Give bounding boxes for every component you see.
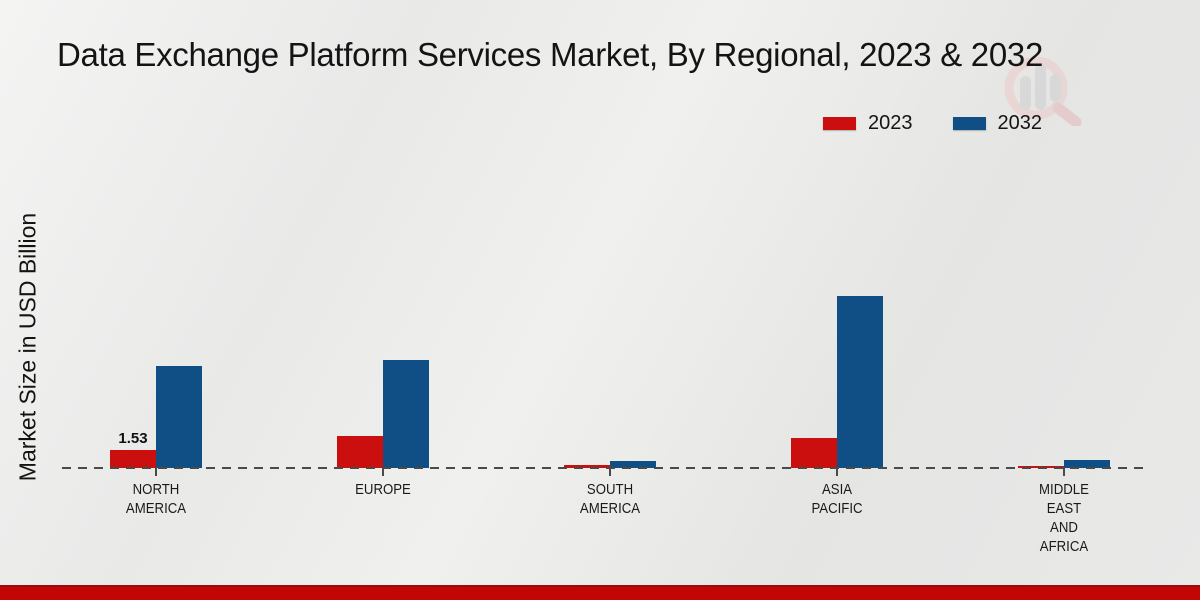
mrfr-logo-watermark (992, 56, 1084, 131)
bar-2023-north-america (110, 450, 156, 468)
chart-title: Data Exchange Platform Services Market, … (57, 36, 1043, 73)
bar-2032-europe (383, 360, 429, 468)
x-axis-baseline (62, 467, 1143, 469)
category-label-north-america: NORTH AMERICA (125, 481, 187, 517)
bar-2032-asia-pacific (837, 296, 883, 468)
bar-2023-south-america (564, 465, 610, 468)
y-axis-label: Market Size in USD Billion (14, 212, 41, 482)
legend-item-2023: 2023 (823, 112, 913, 135)
bar-2032-middle-east-and-africa (1064, 460, 1110, 468)
category-label-middle-east-and-africa: MIDDLE EAST AND AFRICA (1039, 481, 1089, 555)
axis-tick-asia-pacific (836, 468, 838, 476)
footer-red-band (0, 585, 1200, 600)
legend-label: 2023 (868, 112, 913, 134)
bar-value-label-north-america: 1.53 (118, 430, 148, 447)
legend-item-2032: 2032 (952, 112, 1043, 135)
bar-2032-north-america (156, 366, 202, 468)
axis-tick-south-america (609, 468, 611, 476)
legend-swatch (823, 117, 856, 130)
legend: 2023 2032 (823, 112, 1042, 135)
legend-swatch (952, 117, 986, 130)
axis-tick-europe (382, 468, 384, 476)
bar-2023-europe (337, 436, 383, 468)
axis-tick-north-america (155, 468, 157, 476)
bar-2032-south-america (610, 461, 656, 468)
bar-2023-asia-pacific (791, 438, 837, 468)
category-label-asia-pacific: ASIA PACIFIC (811, 481, 863, 517)
category-label-south-america: SOUTH AMERICA (579, 481, 641, 517)
magnifier-bar-chart-logo-icon (1004, 56, 1082, 128)
axis-tick-middle-east-and-africa (1063, 468, 1065, 476)
legend-label: 2032 (997, 112, 1043, 134)
category-label-europe: EUROPE (355, 481, 411, 498)
